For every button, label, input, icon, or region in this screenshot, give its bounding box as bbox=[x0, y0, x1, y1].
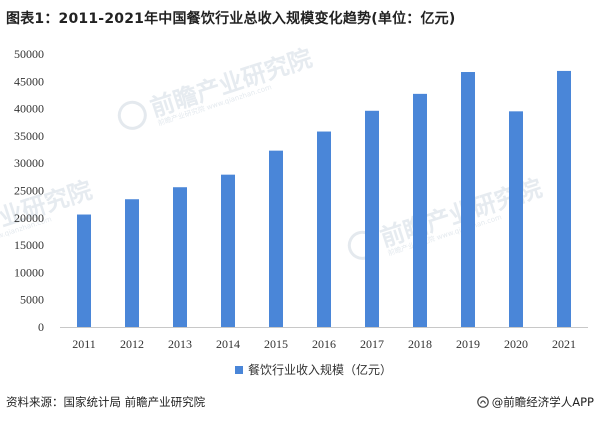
footer-source: 资料来源：国家统计局 前瞻产业研究院 bbox=[6, 395, 206, 409]
footer-brand-text: @前瞻经济学人APP bbox=[491, 395, 594, 409]
x-tick-label: 2021 bbox=[552, 337, 576, 351]
y-axis-ticks: 0 5000 10000 15000 20000 25000 30000 35000 40000… bbox=[14, 47, 44, 334]
legend: 餐饮行业收入规模（亿元） bbox=[235, 362, 392, 377]
y-tick-label: 0 bbox=[38, 320, 44, 334]
brand-logo-icon bbox=[476, 396, 489, 408]
x-axis-ticks: 2011 2012 2013 2014 2015 2016 2017 2018 2019 2020… bbox=[72, 337, 576, 351]
watermark-logo-icon bbox=[117, 100, 147, 130]
x-tick-label: 2012 bbox=[120, 337, 144, 351]
y-tick-label: 10000 bbox=[14, 265, 44, 279]
bar-2019 bbox=[461, 72, 475, 327]
y-tick-label: 40000 bbox=[14, 102, 44, 116]
bar-2020 bbox=[509, 111, 523, 327]
bar-2015 bbox=[269, 150, 283, 327]
bar-2011 bbox=[77, 214, 91, 327]
footer-brand: @前瞻经济学人APP bbox=[476, 394, 594, 410]
bar-2018 bbox=[413, 93, 427, 327]
bars-group bbox=[77, 70, 571, 328]
y-tick-label: 5000 bbox=[20, 293, 44, 307]
x-tick-label: 2011 bbox=[72, 337, 96, 351]
x-tick-label: 2016 bbox=[312, 337, 336, 351]
x-tick-label: 2018 bbox=[408, 337, 432, 351]
x-tick-label: 2019 bbox=[456, 337, 480, 351]
bar-2021 bbox=[557, 70, 571, 328]
y-tick-label: 25000 bbox=[14, 184, 44, 198]
bar-2012 bbox=[125, 199, 139, 327]
y-tick-label: 15000 bbox=[14, 238, 44, 252]
legend-swatch bbox=[235, 366, 243, 374]
footer: 资料来源：国家统计局 前瞻产业研究院 @前瞻经济学人APP bbox=[0, 388, 600, 422]
bar-2017 bbox=[365, 110, 379, 327]
x-tick-label: 2013 bbox=[168, 337, 192, 351]
x-tick-label: 2020 bbox=[504, 337, 528, 351]
bar-2016 bbox=[317, 131, 331, 327]
y-tick-label: 35000 bbox=[14, 129, 44, 143]
chart-title: 图表1：2011-2021年中国餐饮行业总收入规模变化趋势(单位：亿元) bbox=[6, 11, 456, 27]
y-tick-label: 30000 bbox=[14, 156, 44, 170]
bar-2013 bbox=[173, 187, 187, 327]
x-tick-label: 2015 bbox=[264, 337, 288, 351]
watermark-text: 前瞻产业研究院 bbox=[147, 44, 315, 123]
bar-2014 bbox=[221, 174, 235, 327]
y-tick-label: 50000 bbox=[14, 47, 44, 61]
y-tick-label: 20000 bbox=[14, 211, 44, 225]
x-tick-label: 2014 bbox=[216, 337, 240, 351]
y-tick-label: 45000 bbox=[14, 74, 44, 88]
legend-label: 餐饮行业收入规模（亿元） bbox=[248, 362, 392, 377]
x-tick-label: 2017 bbox=[360, 337, 384, 351]
